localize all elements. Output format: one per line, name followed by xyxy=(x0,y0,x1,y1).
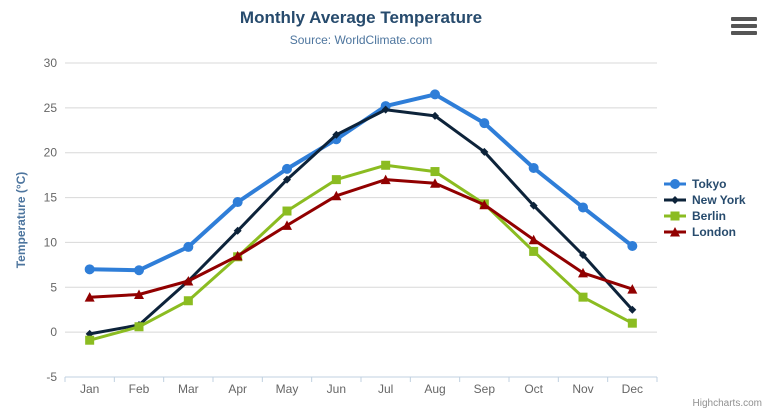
series-london-markers[interactable] xyxy=(84,174,638,302)
series-tokyo[interactable] xyxy=(84,89,638,276)
x-tick-label: Jun xyxy=(327,382,346,396)
x-tick-label: May xyxy=(276,382,299,396)
hamburger-menu-icon xyxy=(731,17,757,35)
series-berlin-line[interactable] xyxy=(88,163,634,342)
x-tick-label: Jan xyxy=(80,382,99,396)
legend: Tokyo New York Berlin London xyxy=(663,176,746,240)
legend-marker-triangle-icon xyxy=(664,227,686,237)
x-tick-label: Feb xyxy=(129,382,150,396)
x-tick-label: Jul xyxy=(378,382,393,396)
legend-item-london[interactable]: London xyxy=(663,224,746,240)
legend-item-berlin[interactable]: Berlin xyxy=(663,208,746,224)
legend-item-tokyo[interactable]: Tokyo xyxy=(663,176,746,192)
credits-link[interactable]: Highcharts.com xyxy=(692,398,762,409)
y-tick-label: -5 xyxy=(46,370,57,384)
legend-label: New York xyxy=(692,193,746,207)
legend-marker-circle-icon xyxy=(664,179,686,189)
legend-marker-diamond-icon xyxy=(664,196,686,204)
series-new-york[interactable] xyxy=(85,105,637,338)
series-new-york-markers[interactable] xyxy=(85,105,637,338)
y-gridlines xyxy=(65,62,657,378)
x-tick-label: Nov xyxy=(572,382,593,396)
x-tick-label: Sep xyxy=(474,382,496,396)
chart-title: Monthly Average Temperature xyxy=(239,8,483,27)
y-tick-label: 10 xyxy=(44,235,58,249)
x-axis: Jan Feb Mar Apr May Jun Jul Aug Sep Oct Nov Dec xyxy=(64,376,658,396)
export-menu-button[interactable] xyxy=(730,16,758,36)
legend-label: London xyxy=(692,225,736,239)
y-axis-title: Temperature (°C) xyxy=(14,171,28,269)
y-tick-label: 15 xyxy=(44,191,58,205)
y-tick-label: 0 xyxy=(50,325,57,339)
y-tick-label: 5 xyxy=(50,280,57,294)
legend-label: Tokyo xyxy=(692,177,727,191)
series-london-line[interactable] xyxy=(88,178,634,299)
x-tick-label: Dec xyxy=(622,382,643,396)
series-new-york-line[interactable] xyxy=(88,108,634,336)
legend-item-new-york[interactable]: New York xyxy=(663,192,746,208)
chart-subtitle: Source: WorldClimate.com xyxy=(289,33,433,47)
y-tick-label: 30 xyxy=(44,56,58,70)
series-tokyo-markers[interactable] xyxy=(84,89,638,276)
x-tick-label: Apr xyxy=(228,382,247,396)
x-tick-label: Mar xyxy=(178,382,199,396)
series-london[interactable] xyxy=(84,174,638,302)
y-axis-labels: -5 0 5 10 15 20 25 30 xyxy=(44,56,58,384)
x-tick-label: Oct xyxy=(524,382,543,396)
y-tick-label: 25 xyxy=(44,101,58,115)
y-tick-label: 20 xyxy=(44,146,58,160)
legend-marker-square-icon xyxy=(664,211,686,221)
x-tick-label: Aug xyxy=(424,382,445,396)
legend-label: Berlin xyxy=(692,209,727,223)
